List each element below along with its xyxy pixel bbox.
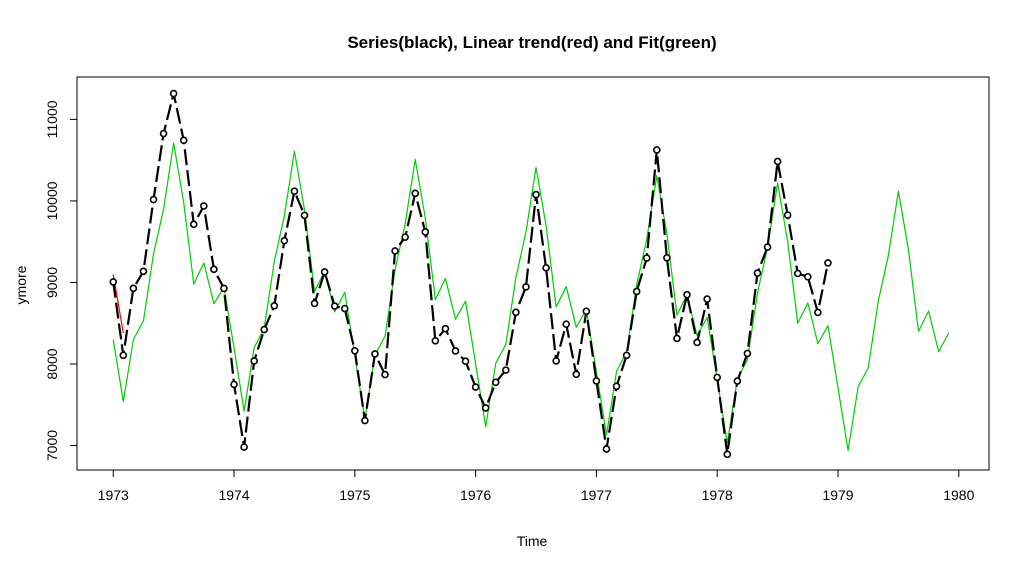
- data-point: [804, 272, 812, 281]
- data-point: [532, 190, 540, 199]
- data-point: [371, 350, 379, 358]
- data-point: [824, 259, 832, 267]
- y-tick-label: 7000: [44, 430, 60, 461]
- x-tick-label: 1976: [460, 487, 491, 503]
- data-point: [340, 304, 349, 313]
- data-point: [129, 284, 138, 293]
- data-point: [783, 211, 792, 219]
- data-point: [612, 382, 621, 391]
- y-tick-label: 8000: [44, 348, 60, 379]
- data-point: [592, 377, 601, 385]
- x-tick-label: 1977: [581, 487, 612, 503]
- data-point: [230, 380, 238, 389]
- data-point: [763, 243, 772, 251]
- data-point: [361, 416, 369, 425]
- x-tick-label: 1973: [98, 487, 129, 503]
- data-point: [793, 269, 802, 278]
- data-point: [733, 377, 742, 385]
- y-axis: 7000 8000 9000 10000 11000: [44, 100, 78, 461]
- chart-title: Series(black), Linear trend(red) and Fit…: [347, 33, 716, 52]
- x-tick-label: 1980: [943, 487, 974, 503]
- data-point: [189, 220, 198, 229]
- data-point: [330, 302, 339, 310]
- data-point: [703, 295, 711, 303]
- data-point: [653, 146, 661, 154]
- data-point: [491, 378, 500, 387]
- data-point: [552, 357, 560, 365]
- data-point: [512, 308, 520, 317]
- data-point: [159, 129, 168, 138]
- data-point: [542, 264, 550, 272]
- x-axis-label: Time: [517, 533, 548, 549]
- data-point: [119, 351, 128, 360]
- data-point: [622, 351, 631, 360]
- data-point: [169, 89, 178, 98]
- data-point: [280, 236, 289, 245]
- data-point: [562, 320, 571, 329]
- data-point: [109, 278, 118, 286]
- data-point: [814, 308, 822, 317]
- data-point: [582, 307, 591, 316]
- x-tick-label: 1979: [822, 487, 853, 503]
- data-point: [381, 370, 389, 379]
- data-point: [441, 324, 450, 333]
- data-point: [300, 211, 309, 220]
- data-point: [179, 136, 188, 145]
- y-tick-label: 9000: [44, 267, 60, 298]
- data-point: [522, 283, 530, 291]
- data-point: [773, 157, 782, 166]
- data-point: [290, 187, 299, 195]
- data-point: [200, 202, 208, 210]
- data-point: [743, 349, 752, 358]
- data-point: [421, 228, 430, 236]
- plot-frame: [76, 76, 990, 471]
- y-axis-label: ymore: [13, 265, 29, 304]
- data-point: [753, 269, 762, 277]
- observed-series-line: [112, 92, 830, 456]
- y-tick-label: 10000: [44, 181, 60, 220]
- x-tick-label: 1975: [339, 487, 370, 503]
- x-axis: 1973 1974 1975 1976 1977 1978 1979 1980: [98, 469, 975, 503]
- data-point: [713, 373, 722, 382]
- data-point: [602, 445, 611, 453]
- data-point: [220, 284, 228, 293]
- data-point: [260, 325, 269, 334]
- data-point: [401, 233, 409, 241]
- series-layer: [109, 89, 950, 459]
- data-point: [139, 267, 148, 276]
- data-point: [461, 357, 470, 366]
- data-point: [149, 195, 158, 204]
- data-point: [642, 254, 651, 262]
- data-point: [693, 338, 701, 347]
- data-point: [723, 450, 732, 459]
- data-point: [431, 336, 440, 345]
- data-point: [632, 287, 641, 296]
- data-point: [572, 370, 581, 379]
- data-point: [250, 357, 258, 365]
- fit-series-line: [112, 142, 950, 452]
- data-point: [683, 290, 691, 299]
- data-point: [673, 334, 681, 343]
- data-point: [320, 268, 329, 276]
- data-point: [351, 346, 359, 355]
- data-point: [471, 383, 480, 391]
- data-point: [391, 247, 399, 255]
- data-point: [240, 443, 248, 451]
- x-tick-label: 1974: [218, 487, 249, 503]
- data-point: [310, 299, 319, 308]
- data-point: [270, 301, 279, 310]
- data-point: [502, 366, 510, 374]
- x-tick-label: 1978: [702, 487, 733, 503]
- data-point: [451, 347, 460, 355]
- y-tick-label: 11000: [44, 100, 60, 138]
- data-point: [210, 265, 218, 274]
- data-point: [663, 254, 671, 262]
- data-point: [481, 404, 490, 412]
- data-point: [411, 189, 420, 198]
